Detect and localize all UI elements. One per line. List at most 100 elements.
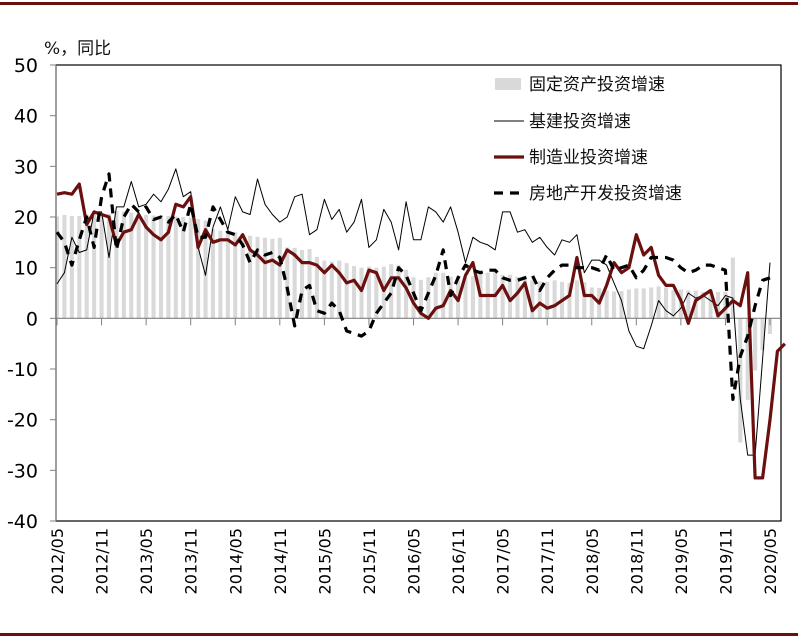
bar	[760, 318, 765, 351]
bar	[426, 277, 431, 319]
bar	[626, 289, 631, 319]
bar	[77, 215, 82, 319]
bar	[54, 216, 60, 319]
bar	[411, 277, 416, 319]
bar	[611, 291, 617, 319]
y-tick-label: -30	[7, 460, 38, 482]
bar	[641, 288, 646, 319]
line-dashed-series	[55, 172, 771, 401]
bar	[723, 291, 728, 319]
bar	[136, 213, 141, 319]
bar	[173, 216, 178, 319]
bar	[433, 272, 438, 319]
bar	[255, 236, 260, 319]
x-tick-label: 2014/05	[226, 528, 245, 594]
bar	[522, 277, 527, 319]
legend-label: 固定资产投资增速	[529, 75, 665, 95]
bar	[500, 274, 505, 319]
x-tick-label: 2018/05	[583, 528, 602, 594]
line-series	[55, 168, 787, 480]
bar	[745, 318, 750, 400]
x-tick-label: 2016/11	[449, 528, 468, 594]
bar	[753, 318, 758, 371]
x-tick-label: 2019/05	[672, 528, 691, 594]
bar	[210, 229, 216, 319]
x-tick-label: 2020/05	[761, 528, 780, 594]
bar	[218, 230, 223, 319]
bar	[262, 237, 268, 319]
bar	[545, 281, 550, 319]
bar	[708, 290, 713, 319]
bar	[686, 290, 691, 319]
bar	[463, 277, 468, 319]
x-tick-label: 2013/05	[137, 528, 156, 594]
y-tick-label: 40	[14, 106, 38, 128]
x-tick-label: 2019/11	[716, 528, 735, 594]
bar	[441, 272, 446, 319]
bar	[240, 234, 245, 319]
bar	[84, 214, 89, 319]
bar	[738, 318, 743, 443]
bar	[649, 287, 654, 319]
legend-label: 制造业投资增速	[529, 148, 648, 168]
y-axis-unit-label: %，同比	[44, 39, 112, 59]
bar	[329, 261, 334, 319]
bar	[270, 238, 275, 319]
bar	[151, 215, 156, 319]
legend-label: 房地产开发投资增速	[529, 184, 682, 204]
bar	[366, 266, 371, 319]
bar	[701, 291, 706, 319]
bar	[285, 247, 290, 319]
bar	[448, 276, 453, 319]
bar	[418, 279, 423, 319]
bar	[277, 237, 282, 319]
bar	[767, 318, 773, 335]
x-tick-label: 2017/05	[494, 528, 513, 594]
y-tick-label: 20	[14, 207, 38, 229]
bar	[381, 266, 386, 319]
bar	[671, 289, 676, 319]
x-tick-label: 2016/05	[405, 528, 424, 594]
bar	[181, 217, 186, 319]
bar	[233, 232, 238, 319]
x-tick-label: 2018/11	[627, 528, 646, 594]
bar	[404, 269, 409, 319]
bar	[337, 260, 342, 319]
bar	[248, 235, 253, 319]
line-thick-series	[56, 182, 787, 480]
bar	[292, 247, 297, 319]
bar	[203, 220, 208, 319]
bar	[663, 287, 669, 319]
bar	[530, 280, 535, 319]
x-tick-label: 2015/05	[315, 528, 334, 594]
bar	[99, 213, 104, 319]
y-tick-label: 50	[14, 55, 38, 77]
top-rule	[0, 2, 798, 5]
legend-swatch-bar	[495, 78, 521, 90]
bar	[508, 274, 513, 319]
x-tick-label: 2014/11	[271, 528, 290, 594]
bar	[62, 214, 67, 319]
bar	[515, 276, 520, 319]
line-thin-series	[56, 168, 771, 456]
y-tick-label: -10	[7, 359, 38, 381]
legend-label: 基建投资增速	[529, 112, 631, 132]
bar	[352, 266, 357, 319]
bar	[537, 281, 542, 319]
bar	[166, 215, 171, 319]
bar	[114, 210, 119, 319]
bar	[619, 290, 624, 319]
bar	[314, 257, 319, 319]
bar	[359, 267, 364, 319]
bar	[567, 282, 572, 319]
bar	[574, 280, 579, 319]
x-tick-label: 2015/11	[360, 528, 379, 594]
y-tick-label: 0	[26, 308, 38, 330]
y-tick-label: -40	[7, 511, 38, 533]
axes: 50 40 30 20 10 0 -10 -20 -30 -40 2012/05 2012/11 201…	[7, 55, 782, 594]
x-tick-label: 2017/11	[538, 528, 557, 594]
bar	[144, 214, 149, 319]
y-tick-label: 10	[14, 258, 38, 280]
